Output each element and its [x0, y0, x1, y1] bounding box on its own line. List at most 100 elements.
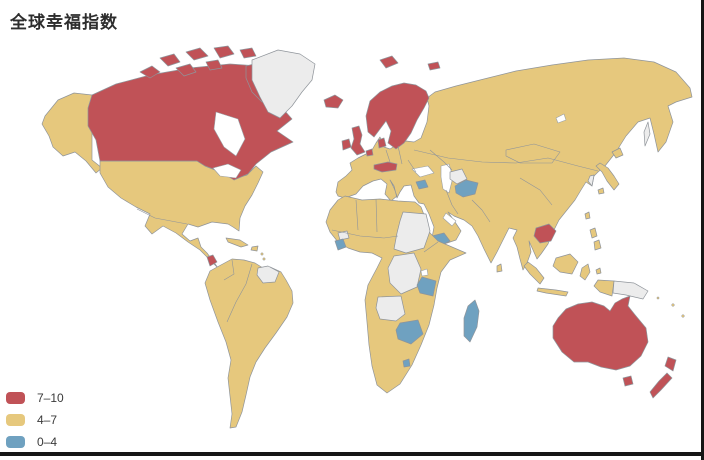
- arctic-island-6: [175, 63, 197, 77]
- region-indochina-red: [533, 223, 557, 244]
- country-philippines-south: [593, 239, 602, 251]
- screenshot-right-border: [701, 0, 704, 460]
- country-new-zealand-north: [664, 356, 677, 372]
- country-denmark: [377, 137, 387, 149]
- legend-label-low: 0–4: [37, 435, 58, 449]
- border-kazakh: [429, 149, 453, 171]
- country-ireland: [341, 138, 352, 151]
- black-sea: [411, 165, 435, 178]
- island-antilles-2: [262, 257, 266, 261]
- border-europe-3: [407, 159, 417, 173]
- border-europe-1: [385, 149, 391, 163]
- country-alaska: [41, 92, 103, 174]
- country-dr-congo: [387, 252, 422, 295]
- border-brazil-west: [226, 263, 253, 323]
- region-sudan-south-sudan: [393, 211, 431, 254]
- country-costa-rica: [206, 254, 218, 267]
- border-mongolia: [505, 143, 561, 164]
- country-lesotho: [402, 358, 411, 368]
- arctic-island-3: [185, 47, 209, 61]
- border-china-sea: [519, 177, 553, 206]
- border-colombia-venezuela: [223, 259, 235, 281]
- country-angola: [375, 295, 406, 322]
- country-afghanistan: [454, 179, 479, 198]
- country-new-zealand-south: [649, 372, 673, 399]
- legend-swatch-mid: [6, 414, 25, 426]
- island-pacific-3: [656, 296, 660, 300]
- island-pacific-1: [671, 303, 675, 307]
- arctic-island-8: [427, 61, 441, 71]
- continent-south-america: [204, 258, 294, 429]
- country-syria: [415, 179, 429, 190]
- lake-baikal: [555, 113, 567, 124]
- border-russia-south: [413, 149, 599, 172]
- arctic-island-1: [139, 65, 161, 79]
- country-papua-new-guinea: [612, 280, 649, 300]
- caspian-sea: [440, 163, 454, 194]
- region-guianas: [256, 265, 280, 284]
- country-philippines-north: [589, 227, 598, 239]
- island-sulawesi: [579, 263, 591, 281]
- country-japan-hokkaido: [611, 147, 624, 159]
- border-sahara-2: [375, 198, 378, 233]
- country-sri-lanka: [496, 263, 503, 273]
- region-switzerland-austria: [373, 161, 398, 173]
- country-australia: [552, 295, 649, 371]
- region-north-korea: [587, 174, 595, 187]
- border-europe-2: [397, 145, 403, 165]
- island-antilles-1: [260, 252, 264, 256]
- arctic-island-4: [213, 45, 235, 59]
- island-hispaniola: [250, 245, 259, 252]
- arctic-island-7: [205, 59, 223, 71]
- legend-swatch-low: [6, 436, 25, 448]
- island-java: [536, 287, 569, 297]
- island-taiwan: [584, 211, 591, 220]
- legend-swatch-high: [6, 392, 25, 404]
- legend-label-mid: 4–7: [37, 413, 58, 427]
- country-sierra-leone: [334, 238, 347, 251]
- country-japan-kyushu: [597, 187, 605, 195]
- island-tasmania: [622, 375, 634, 387]
- arctic-island-2: [159, 53, 181, 67]
- region-zimbabwe-botswana: [395, 319, 424, 345]
- country-iceland: [323, 94, 344, 109]
- border-east-africa: [423, 241, 439, 253]
- country-netherlands: [365, 148, 374, 157]
- lake-victoria: [420, 268, 429, 277]
- page-title: 全球幸福指数: [10, 13, 118, 32]
- country-japan-honshu: [595, 162, 620, 191]
- legend-row-high: 7–10: [6, 387, 64, 409]
- island-svalbard: [379, 55, 399, 69]
- hudson-bay: [213, 111, 246, 157]
- island-new-guinea-west: [593, 279, 615, 297]
- island-sakhalin: [643, 121, 651, 147]
- country-tanzania: [416, 276, 437, 297]
- country-turkmenistan: [449, 168, 468, 185]
- country-canada: [87, 63, 297, 181]
- country-usa-mexico-central-america: [99, 160, 264, 269]
- persian-gulf: [442, 212, 457, 227]
- island-moluccas: [595, 267, 602, 275]
- legend-label-high: 7–10: [37, 391, 64, 405]
- region-scandinavia: [365, 82, 430, 150]
- great-lakes: [212, 163, 242, 179]
- legend: 7–10 4–7 0–4: [6, 387, 64, 453]
- legend-row-low: 0–4: [6, 431, 64, 453]
- border-sahel: [331, 229, 399, 239]
- country-united-kingdom: [350, 125, 366, 156]
- island-sumatra: [523, 261, 545, 285]
- border-india-west: [471, 199, 491, 223]
- country-greenland: [251, 49, 316, 119]
- border-sahara-1: [355, 199, 359, 231]
- country-cuba: [225, 237, 249, 248]
- country-madagascar: [463, 299, 480, 343]
- island-pacific-2: [681, 314, 685, 318]
- island-borneo: [552, 253, 579, 275]
- screenshot-bottom-border: [0, 452, 704, 456]
- legend-row-mid: 4–7: [6, 409, 64, 431]
- border-us-mexico: [136, 208, 188, 225]
- border-iran-pakistan: [445, 189, 459, 215]
- arctic-island-5: [239, 47, 257, 59]
